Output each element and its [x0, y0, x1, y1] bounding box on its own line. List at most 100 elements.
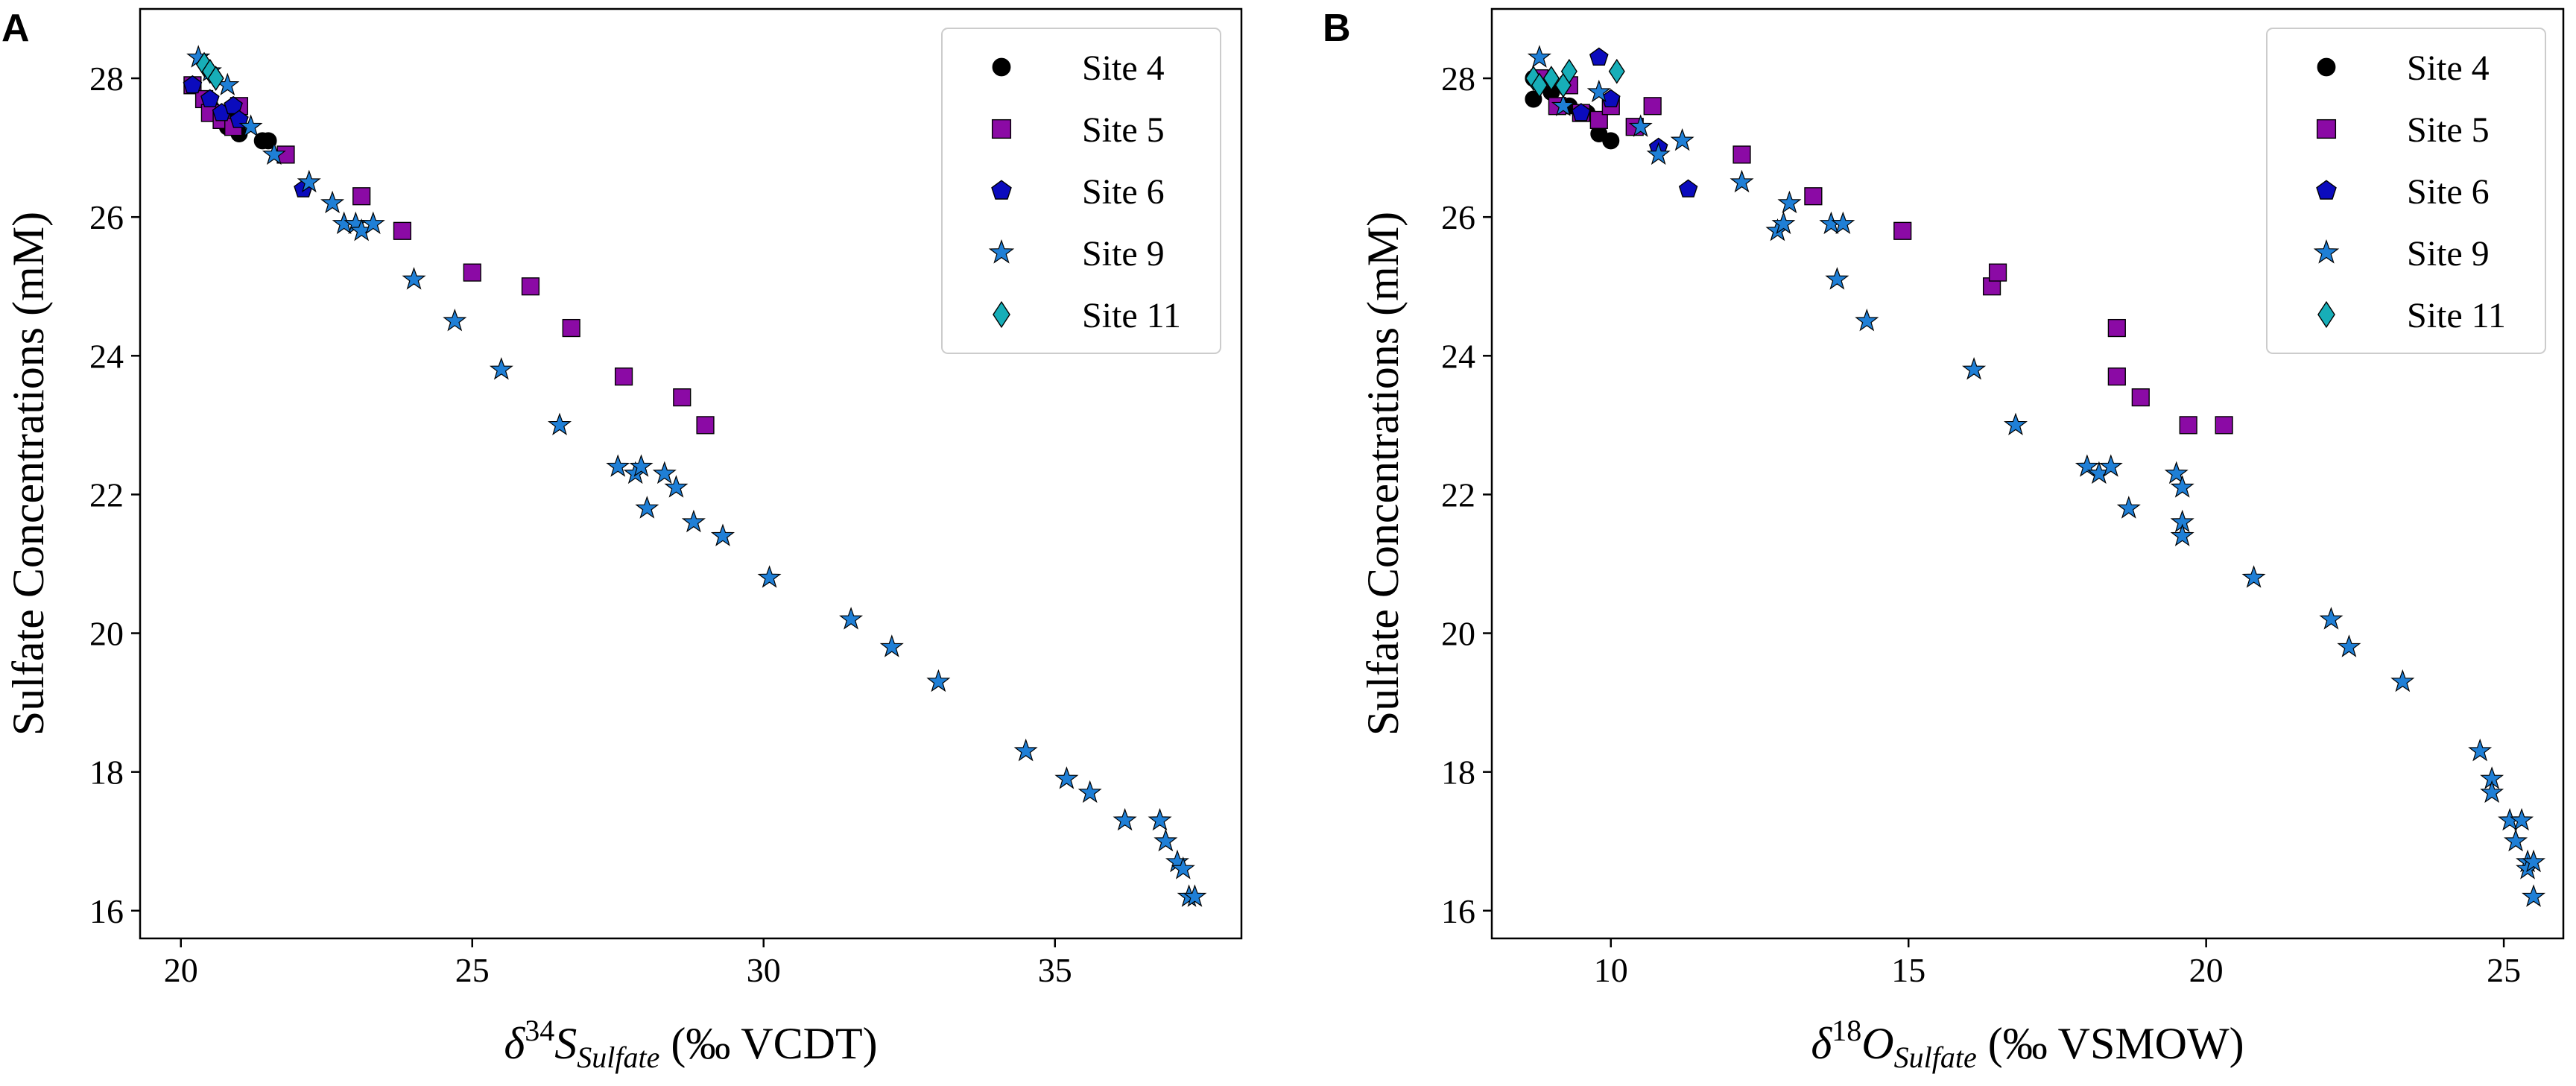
point-site-11	[1542, 66, 1560, 91]
point-site-4	[259, 132, 277, 150]
point-site-9	[2390, 669, 2415, 692]
point-site-9	[926, 669, 951, 692]
point-site-5	[562, 318, 580, 338]
point-site-9	[402, 267, 426, 290]
point-site-9	[1628, 114, 1653, 137]
y-tick-label: 22	[89, 476, 124, 514]
y-tick-label: 26	[89, 198, 124, 236]
y-tick-label: 22	[1441, 476, 1475, 514]
point-site-9	[1077, 780, 1102, 804]
point-site-9	[1183, 884, 1207, 907]
y-tick-label: 28	[89, 60, 124, 98]
point-site-9	[1171, 856, 1195, 880]
point-site-9	[1148, 807, 1172, 831]
point-site-9	[652, 461, 677, 484]
point-site-9	[2098, 454, 2123, 477]
y-axis-title: Sulfate Concentrations (mM)	[1358, 212, 1408, 736]
legend: Site 4 Site 5 Site 6 Site 9 Site 11	[2266, 28, 2546, 354]
point-site-9	[2164, 461, 2189, 484]
panel-letter: B	[1323, 7, 1351, 50]
point-site-9	[1831, 211, 1855, 235]
y-tick-label: 20	[1441, 615, 1475, 653]
point-site-9	[1527, 45, 1551, 68]
point-site-9	[2241, 565, 2266, 588]
point-site-9	[2468, 738, 2493, 762]
point-site-9	[2075, 454, 2099, 477]
point-site-9	[1153, 828, 1178, 852]
y-tick-label: 18	[1441, 754, 1475, 792]
legend-label-site-5: Site 5	[2407, 110, 2490, 150]
point-site-11	[1560, 58, 1577, 84]
y-tick-label: 24	[1441, 337, 1475, 375]
point-site-5	[1643, 97, 1662, 116]
point-site-9	[320, 190, 345, 214]
y-tick-label: 28	[1441, 60, 1475, 98]
point-site-9	[2170, 475, 2194, 498]
legend-label-site-9: Site 9	[1082, 234, 1165, 274]
legend-label-site-9: Site 9	[2407, 234, 2490, 274]
point-site-9	[2522, 849, 2546, 873]
legend-box	[941, 28, 1221, 354]
point-site-9	[2504, 828, 2528, 852]
point-site-9	[2319, 607, 2344, 630]
point-site-5	[696, 416, 715, 435]
legend-label-site-4: Site 4	[2407, 48, 2490, 88]
point-site-9	[2170, 523, 2194, 546]
point-site-9	[443, 308, 467, 332]
point-site-5	[614, 367, 633, 386]
point-site-9	[489, 357, 513, 380]
x-tick-label: 20	[164, 951, 198, 989]
point-site-6	[1589, 47, 1609, 66]
y-tick-label: 16	[1441, 892, 1475, 930]
point-site-9	[1825, 267, 1849, 290]
point-site-9	[238, 114, 263, 137]
y-tick-label: 24	[89, 337, 124, 375]
point-site-9	[2116, 496, 2141, 519]
legend-box	[2266, 28, 2546, 354]
point-site-9	[2337, 634, 2361, 657]
point-site-5	[2107, 367, 2126, 386]
point-site-6	[1678, 179, 1698, 198]
point-site-9	[1777, 190, 1802, 214]
legend-marker-site-9	[2313, 239, 2340, 264]
data-points	[183, 45, 1207, 907]
legend-marker-site-9	[988, 239, 1015, 264]
legend-label-site-5: Site 5	[1082, 110, 1165, 150]
x-axis-title: δ18OSulfate (‰ VSMOW)	[1811, 1014, 2244, 1074]
y-tick-label: 26	[1441, 198, 1475, 236]
legend-marker-site-11	[2317, 300, 2335, 329]
x-axis-title: δ34SSulfate (‰ VCDT)	[504, 1014, 877, 1074]
point-site-9	[1054, 766, 1079, 789]
legend-label-site-6: Site 6	[2407, 172, 2490, 212]
point-site-9	[1113, 807, 1137, 831]
y-tick-label: 20	[89, 615, 124, 653]
point-site-5	[352, 187, 371, 206]
x-tick-label: 20	[2189, 951, 2224, 989]
point-site-11	[1531, 72, 1548, 98]
point-site-11	[1608, 58, 1625, 84]
point-site-5	[393, 221, 412, 240]
point-site-9	[681, 509, 706, 533]
point-site-5	[2107, 318, 2126, 338]
point-site-9	[1646, 142, 1671, 165]
point-site-9	[757, 565, 782, 588]
legend-label-site-4: Site 4	[1082, 48, 1165, 88]
point-site-5	[2179, 416, 2197, 435]
point-site-9	[1551, 93, 1575, 116]
point-site-9	[1670, 127, 1694, 151]
plot-frame	[1490, 7, 2565, 940]
legend-marker-site-4	[992, 57, 1011, 77]
point-site-9	[879, 634, 904, 657]
point-site-5	[1589, 110, 1608, 129]
point-site-4	[1602, 132, 1620, 150]
x-tick-label: 25	[455, 951, 490, 989]
legend-marker-site-5	[991, 119, 1012, 139]
point-site-9	[297, 169, 321, 193]
point-site-5	[673, 388, 692, 407]
x-tick-label: 25	[2487, 951, 2521, 989]
point-site-6	[224, 95, 243, 115]
point-site-6	[183, 75, 203, 94]
point-site-9	[629, 454, 654, 477]
y-axis-title: Sulfate Concentrations (mM)	[4, 212, 53, 736]
point-site-9	[548, 412, 572, 435]
